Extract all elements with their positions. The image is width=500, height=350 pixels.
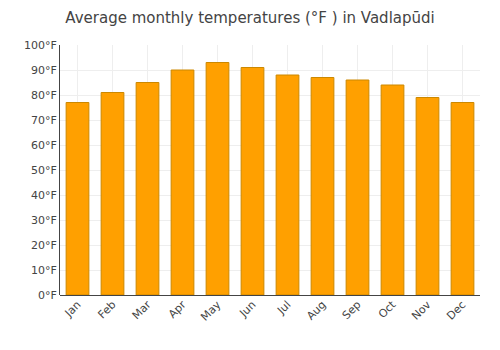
svg-text:30°F: 30°F (31, 214, 57, 227)
svg-text:50°F: 50°F (31, 164, 57, 177)
svg-text:Apr: Apr (166, 298, 189, 321)
svg-text:100°F: 100°F (24, 39, 57, 52)
svg-text:70°F: 70°F (31, 114, 57, 127)
svg-text:Dec: Dec (444, 298, 468, 322)
svg-text:Jan: Jan (62, 298, 84, 320)
svg-text:Average monthly temperatures (: Average monthly temperatures (°F ) in Va… (65, 9, 434, 27)
svg-text:90°F: 90°F (31, 64, 57, 77)
svg-text:Aug: Aug (304, 298, 328, 322)
svg-text:Oct: Oct (376, 298, 399, 321)
svg-text:0°F: 0°F (38, 289, 57, 302)
svg-text:80°F: 80°F (31, 89, 57, 102)
svg-text:Mar: Mar (130, 298, 154, 322)
svg-text:May: May (198, 298, 224, 324)
svg-text:20°F: 20°F (31, 239, 57, 252)
svg-text:Jul: Jul (274, 298, 293, 317)
svg-text:10°F: 10°F (31, 264, 57, 277)
svg-text:Nov: Nov (409, 298, 434, 323)
svg-text:Jun: Jun (236, 298, 258, 320)
svg-text:60°F: 60°F (31, 139, 57, 152)
svg-text:Sep: Sep (340, 298, 364, 322)
svg-text:40°F: 40°F (31, 189, 57, 202)
svg-text:Feb: Feb (96, 298, 119, 321)
